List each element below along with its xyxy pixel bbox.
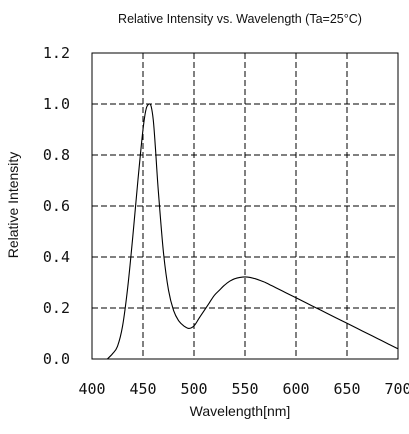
x-tick-label: 650 [333,380,360,398]
x-tick-label: 400 [78,380,105,398]
x-tick-label: 450 [129,380,156,398]
y-tick-label: 1.0 [43,95,70,113]
y-tick-label: 1.2 [43,44,70,62]
x-axis-label: Wavelength[nm] [190,403,291,419]
plot-frame [91,52,399,360]
y-tick-label: 0.6 [43,197,70,215]
grid [92,53,398,359]
y-axis-label: Relative Intensity [5,152,21,259]
x-tick-label: 600 [282,380,309,398]
y-tick-label: 0.8 [43,146,70,164]
x-tick-label: 500 [180,380,207,398]
x-tick-label: 550 [231,380,258,398]
y-tick-label: 0.0 [43,350,70,368]
intensity-curve [106,103,399,360]
x-tick-label: 700 [384,380,409,398]
chart-title: Relative Intensity vs. Wavelength (Ta=25… [118,12,362,26]
y-tick-label: 0.4 [43,248,70,266]
tick-labels: 400 450 500 550 600 650 700 0.0 0.2 0.4 0.6 0.8 1.0 1… [43,44,409,398]
y-tick-label: 0.2 [43,299,70,317]
